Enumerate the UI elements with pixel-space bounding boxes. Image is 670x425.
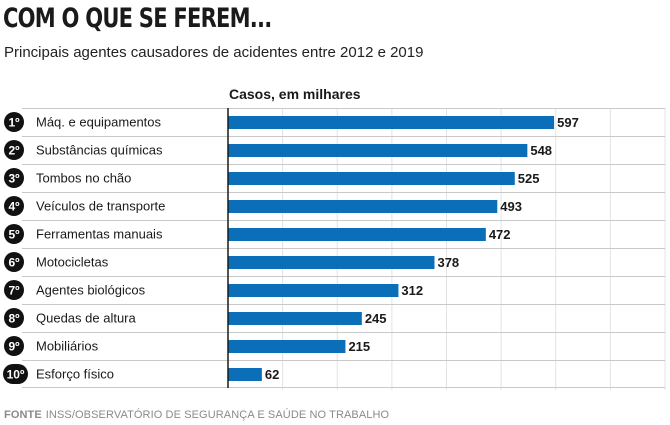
bar [228,368,262,381]
bar [228,312,362,325]
rank-label: 3º [8,172,20,186]
bar [228,144,528,157]
rank-label: 7º [8,284,20,298]
value-label: 597 [557,115,579,130]
value-label: 525 [518,171,540,186]
category-label: Substâncias químicas [36,143,163,158]
value-label: 548 [530,143,552,158]
bar [228,200,498,213]
rank-badge [4,280,24,300]
source-text: INSS/OBSERVATÓRIO DE SEGURANÇA E SAÚDE N… [45,409,390,421]
rank-badge [4,252,24,272]
rows-layer: 1º Máq. e equipamentos 2º Substâncias quími… [3,108,665,388]
rank-badge [4,168,24,188]
rank-badge [4,224,24,244]
value-label: 62 [265,367,279,382]
rank-label: 4º [8,200,20,214]
category-label: Agentes biológicos [36,283,146,298]
rank-badge [4,112,24,132]
bar [228,340,346,353]
rank-label: 1º [8,116,20,130]
category-label: Tombos no chão [36,171,131,186]
chart-subtitle: Principais agentes causadores de acident… [4,44,424,61]
metric-label: Casos, em milhares [229,86,361,102]
rank-badge [4,196,24,216]
category-label: Esforço físico [36,367,114,382]
rank-badge [4,140,24,160]
category-label: Mobiliários [36,339,99,354]
bar [228,284,399,297]
category-label: Veículos de transporte [36,199,165,214]
value-label: 378 [437,255,459,270]
category-label: Máq. e equipamentos [36,115,162,130]
rank-label: 8º [8,312,20,326]
value-label: 493 [500,199,522,214]
bars-layer: 597 548 525 493 472 378 312 245 215 62 [227,108,579,388]
bar [228,228,486,241]
rank-label: 10º [7,368,25,382]
rank-label: 6º [8,256,20,270]
rank-badge [3,364,28,384]
source-label: FONTE [4,409,42,421]
value-label: 245 [365,311,387,326]
value-label: 215 [348,339,370,354]
bar [228,172,515,185]
rank-label: 5º [8,228,20,242]
rank-label: 2º [8,144,20,158]
value-label: 312 [401,283,423,298]
bar [228,116,555,129]
bar [228,256,435,269]
rank-badge [4,308,24,328]
chart-title: COM O QUE SE FEREM... [3,3,272,34]
category-label: Quedas de altura [36,311,137,326]
bar-chart: 1º Máq. e equipamentos 2º Substâncias quími… [3,108,666,390]
category-label: Motocicletas [36,255,109,270]
rank-badge [4,336,24,356]
category-label: Ferramentas manuais [36,227,163,242]
source-footer: FONTE INSS/OBSERVATÓRIO DE SEGURANÇA E SA… [4,409,389,421]
rank-label: 9º [8,340,20,354]
value-label: 472 [489,227,511,242]
